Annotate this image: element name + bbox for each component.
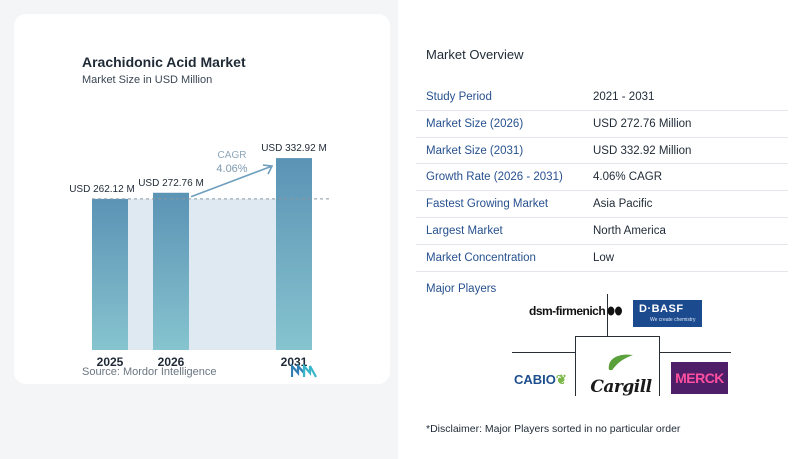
overview-title: Market Overview (426, 47, 524, 62)
bar-2026 (153, 192, 189, 350)
bar-chart: USD 262.12 M 2025 USD 272.76 M 2026 USD 332.… (69, 143, 329, 369)
cagr-value: 4.06% (216, 163, 247, 175)
cagr-label: CAGR (218, 150, 247, 161)
tick-label-2026: 2026 (158, 355, 185, 369)
mordor-logo-icon (291, 364, 317, 378)
market-overview-panel: Market Overview Study Period 2021 - 2031 M… (398, 0, 800, 459)
overview-row: Market Size (2026) USD 272.76 Million (416, 111, 788, 138)
overview-table: Study Period 2021 - 2031 Market Size (2026… (416, 84, 788, 272)
data-label-2025: USD 262.12 M (69, 184, 135, 195)
cagr-arrow-head (262, 164, 274, 175)
leaf-icon: ❦ (555, 372, 567, 387)
overview-row-label: Study Period (426, 91, 492, 103)
cabio-logo: CABIO❦ (514, 372, 567, 387)
overview-row-label: Largest Market (426, 224, 503, 237)
tick-label-2031: 2031 (281, 355, 308, 369)
basf-logo: D·BASF We create chemistry (633, 300, 702, 327)
overview-row: Fastest Growing Market Asia Pacific (416, 191, 788, 218)
players-divider (575, 336, 576, 396)
overview-row-value: 4.06% CAGR (593, 171, 663, 184)
overview-row-value: 2021 - 2031 (593, 91, 655, 103)
overview-row-label: Market Concentration (426, 251, 536, 264)
overview-row-label: Market Size (2026) (426, 117, 524, 130)
cagr-arrow (190, 165, 273, 198)
overview-row-label: Market Size (2031) (426, 144, 524, 157)
source-note: Source: Mordor Intelligence (82, 366, 217, 378)
overview-row-label: Fastest Growing Market (426, 198, 549, 211)
overview-row: Market Concentration Low (416, 245, 788, 272)
chart-subtitle: Market Size in USD Million (82, 74, 213, 86)
overview-row-value: Low (593, 251, 615, 264)
players-divider (607, 294, 608, 336)
disclaimer: *Disclaimer: Major Players sorted in no … (426, 423, 681, 435)
tick-label-2025: 2025 (97, 355, 124, 369)
players-divider (512, 352, 576, 353)
overview-row-value: USD 332.92 Million (593, 144, 692, 157)
data-label-2026: USD 272.76 M (138, 178, 204, 189)
players-divider (659, 336, 660, 396)
growth-band (189, 198, 276, 350)
overview-row-value: Asia Pacific (593, 198, 653, 211)
dsm-dots-icon (607, 306, 623, 316)
overview-row: Study Period 2021 - 2031 (416, 84, 788, 111)
cargill-leaf-icon (608, 354, 633, 371)
overview-row: Largest Market North America (416, 218, 788, 245)
overview-row: Growth Rate (2026 - 2031) 4.06% CAGR (416, 164, 788, 192)
dsm-firmenich-logo: dsm-firmenich (529, 304, 623, 318)
data-label-2031: USD 332.92 M (261, 143, 327, 154)
chart-card: Arachidonic Acid Market Market Size in U… (14, 14, 390, 384)
bar-2025 (92, 198, 128, 350)
overview-row: Market Size (2031) USD 332.92 Million (416, 138, 788, 165)
players-divider (575, 336, 659, 337)
overview-row-label: Growth Rate (2026 - 2031) (426, 171, 563, 184)
overview-row-value: North America (593, 224, 666, 237)
bar-2031 (276, 158, 312, 350)
merck-logo: MERCK (671, 362, 728, 394)
major-players-title: Major Players (426, 283, 497, 295)
players-divider (659, 352, 731, 353)
growth-band (128, 198, 153, 350)
chart-title: Arachidonic Acid Market (82, 54, 246, 70)
overview-row-value: USD 272.76 Million (593, 117, 692, 130)
cargill-logo: Cargill (590, 352, 652, 397)
